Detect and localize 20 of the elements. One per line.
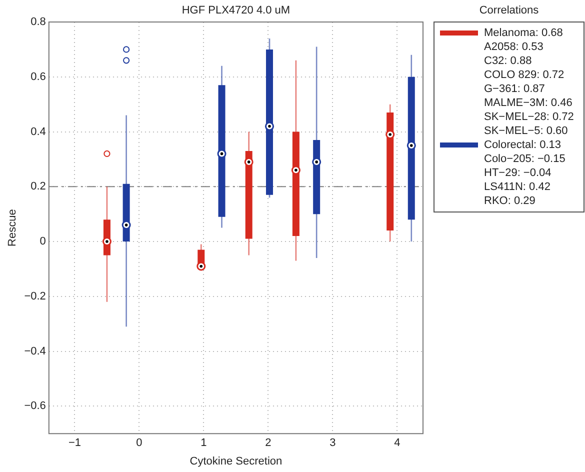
- y-axis-title: Rescue: [6, 209, 19, 246]
- x-tick-label: 0: [136, 437, 142, 450]
- y-tick-label: 0.6: [30, 70, 46, 83]
- y-tick-label: −0.2: [24, 290, 46, 302]
- x-axis-title: Cytokine Secretion: [190, 455, 282, 468]
- legend-label: Colorectal: 0.13 Colo−205: −0.15 HT−29: −0.04 LS411N: 0.42 RKO: 0.29: [484, 139, 566, 208]
- x-tick-label: 2: [265, 437, 272, 450]
- x-tick-label: 4: [394, 437, 400, 450]
- y-tick-label: −0.6: [24, 400, 46, 412]
- x-tick-label: 1: [200, 437, 207, 450]
- y-tick-label: 0: [40, 236, 46, 248]
- y-tick-label: −0.4: [24, 345, 46, 358]
- x-tick-label: −1: [68, 437, 81, 450]
- legend-label: Melanoma: 0.68 A2058: 0.53 C32: 0.88 COLO 829: 0.72 G−361: 0.87 MALME−3M: 0.46 SK−MEL−28: 0.72 SK−MEL−5: 0.60: [484, 27, 574, 138]
- y-tick-label: 0.4: [30, 126, 46, 138]
- legend-title: Correlations: [479, 4, 540, 17]
- y-tick-label: 0.8: [30, 16, 46, 28]
- y-tick-label: 0.2: [30, 180, 46, 193]
- chart-title: HGF PLX4720 4.0 uM: [182, 4, 290, 17]
- x-tick-label: 3: [330, 437, 336, 450]
